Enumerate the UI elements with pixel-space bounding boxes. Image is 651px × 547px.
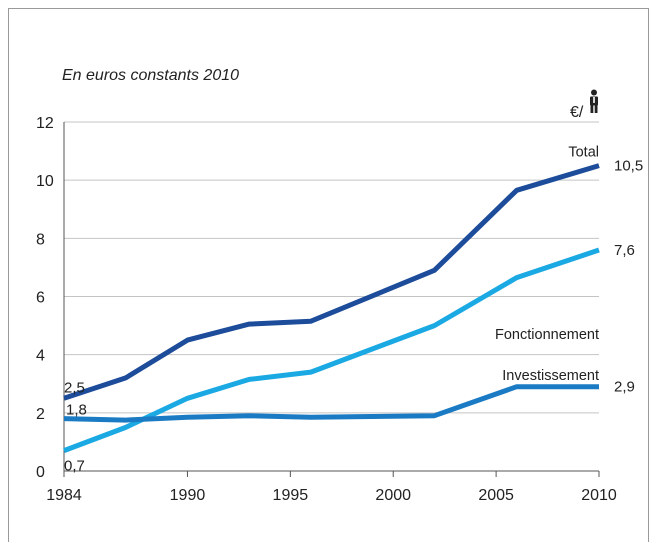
x-tick-label: 2000: [375, 487, 411, 504]
grid: [64, 121, 599, 414]
unit-label-group: €/: [570, 89, 598, 121]
x-tick-label: 1995: [273, 487, 309, 504]
x-tick-label: 1990: [170, 487, 206, 504]
y-tick-label: 10: [36, 173, 54, 190]
series-end-value: 7,6: [614, 242, 635, 259]
series-labels: Total 10,5 2,5 Fonctionnement 7,6 0,7 Investis…: [64, 145, 643, 475]
series-line-total: [63, 163, 600, 401]
y-tick-label: 0: [36, 464, 45, 481]
series-line-fonctionnement: [63, 247, 600, 453]
series-name-label: Investissement: [502, 368, 599, 384]
series-line-investissement: [63, 384, 599, 423]
series-end-value: 2,9: [614, 379, 635, 396]
person-icon: [590, 89, 598, 113]
y-tick-labels: 0 2 4 6 8 10 12: [36, 115, 54, 481]
axes: [63, 122, 600, 477]
series-name-label: Fonctionnement: [495, 327, 599, 343]
y-tick-label: 4: [36, 348, 45, 365]
series-end-value: 10,5: [614, 158, 643, 175]
unit-label: €/: [570, 104, 584, 121]
x-tick-label: 1984: [46, 487, 82, 504]
x-tick-labels: 1984 1990 1995 2000 2005 2010: [46, 487, 617, 504]
x-tick-label: 2005: [478, 487, 514, 504]
y-tick-label: 8: [36, 231, 45, 248]
chart-subtitle: En euros constants 2010: [62, 67, 239, 84]
chart-frame: [8, 8, 649, 542]
x-tick-label: 2010: [581, 487, 617, 504]
series-start-value: 0,7: [64, 458, 85, 475]
y-tick-label: 2: [36, 406, 45, 423]
series-start-value: 1,8: [66, 402, 87, 419]
y-tick-label: 6: [36, 290, 45, 307]
series-start-value: 2,5: [64, 379, 85, 396]
y-tick-label: 12: [36, 115, 54, 132]
series-lines: [63, 163, 600, 453]
series-name-label: Total: [568, 145, 599, 161]
